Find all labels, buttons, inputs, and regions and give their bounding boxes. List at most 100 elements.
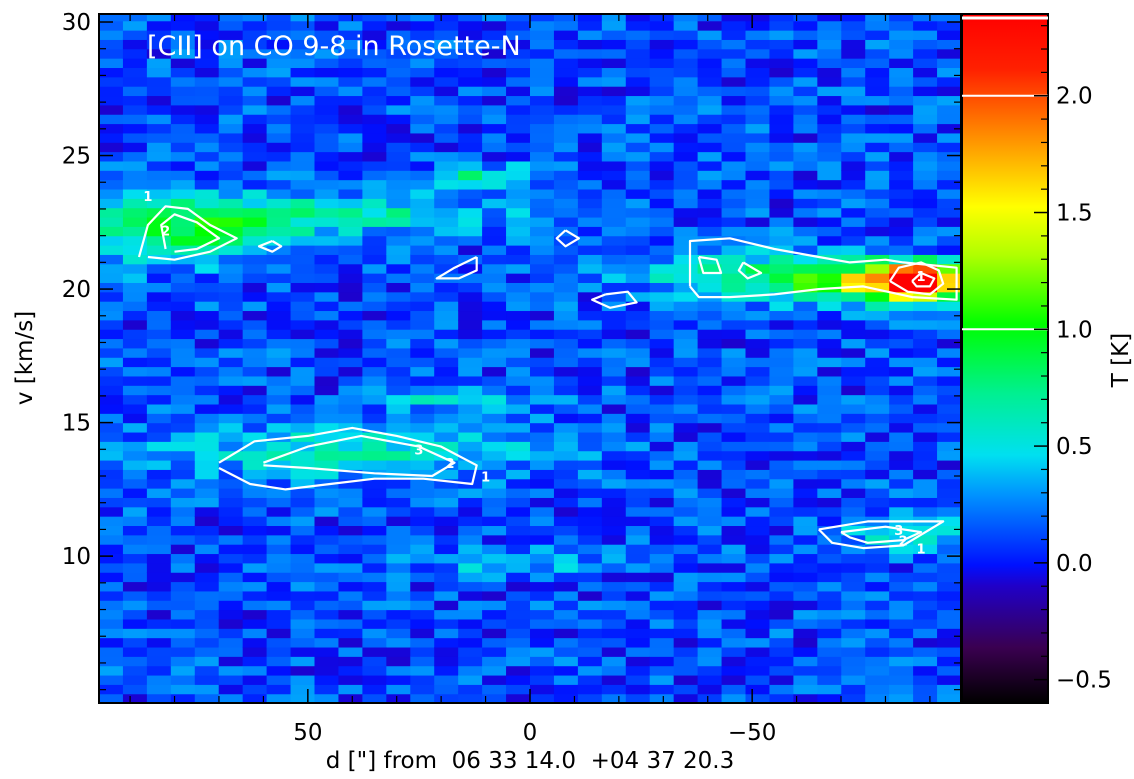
heatmap-cell <box>721 245 747 255</box>
heatmap-cell <box>482 665 507 676</box>
heatmap-cell <box>218 441 244 452</box>
heatmap-cell <box>530 347 555 358</box>
heatmap-cell <box>146 216 172 227</box>
heatmap-cell <box>721 459 747 470</box>
heatmap-cell <box>817 385 842 396</box>
heatmap-cell <box>194 151 220 162</box>
heatmap-cell <box>841 226 866 237</box>
heatmap-cell <box>99 198 124 209</box>
heatmap-cell <box>170 431 196 442</box>
heatmap-cell <box>553 375 579 386</box>
heatmap-cell <box>673 572 699 583</box>
heatmap-cell <box>146 114 172 125</box>
heatmap-cell <box>506 67 531 78</box>
heatmap-cell <box>386 151 411 162</box>
heatmap-cell <box>937 67 961 78</box>
heatmap-cell <box>434 86 459 97</box>
heatmap-cell <box>386 403 411 414</box>
heatmap-cell <box>386 618 411 629</box>
heatmap-cell <box>266 488 292 498</box>
heatmap-cell <box>290 104 316 115</box>
heatmap-cell <box>170 170 196 181</box>
heatmap-cell <box>865 534 890 545</box>
heatmap-cell <box>937 39 961 50</box>
heatmap-cell <box>482 67 507 78</box>
heatmap-cell <box>769 20 794 31</box>
heatmap-cell <box>649 684 675 695</box>
heatmap-cell <box>122 310 148 321</box>
heatmap-cell <box>242 665 268 676</box>
heatmap-cell <box>410 469 435 480</box>
heatmap-cell <box>99 590 124 601</box>
heatmap-cell <box>865 357 890 368</box>
heatmap-cell <box>530 114 555 125</box>
heatmap-cell <box>913 506 938 517</box>
heatmap-cell <box>601 319 627 330</box>
heatmap-cell <box>721 67 747 78</box>
heatmap-cell <box>146 646 172 657</box>
heatmap-cell <box>913 413 938 424</box>
heatmap-cell <box>649 385 675 396</box>
heatmap-cell <box>290 459 316 470</box>
heatmap-cell <box>913 273 938 283</box>
heatmap-cell <box>937 403 961 414</box>
heatmap-cell <box>530 160 555 171</box>
heatmap-cell <box>482 263 507 274</box>
heatmap-cell <box>266 450 292 461</box>
heatmap-cell <box>218 590 244 601</box>
heatmap-cell <box>218 151 244 162</box>
heatmap-cell <box>625 20 651 31</box>
heatmap-cell <box>194 357 220 368</box>
heatmap-cell <box>769 609 794 620</box>
contour-label: 2 <box>899 534 908 549</box>
heatmap-cell <box>889 30 914 40</box>
heatmap-cell <box>458 665 483 676</box>
heatmap-cell <box>889 488 914 498</box>
heatmap-cell <box>170 394 196 405</box>
heatmap-cell <box>601 76 627 87</box>
heatmap-cell <box>577 329 603 340</box>
heatmap-cell <box>266 618 292 629</box>
heatmap-cell <box>913 431 938 442</box>
heatmap-cell <box>99 179 124 190</box>
heatmap-cell <box>697 58 723 69</box>
heatmap-cell <box>673 684 699 695</box>
heatmap-cell <box>769 14 794 22</box>
heatmap-cell <box>601 160 627 171</box>
heatmap-cell <box>146 123 172 134</box>
heatmap-cell <box>697 39 723 50</box>
heatmap-cell <box>194 20 220 31</box>
heatmap-cell <box>841 123 866 134</box>
heatmap-cell <box>290 132 316 143</box>
heatmap-cell <box>553 104 579 115</box>
heatmap-cell <box>577 245 603 255</box>
heatmap-cell <box>601 693 627 703</box>
heatmap-cell <box>553 357 579 368</box>
heatmap-cell <box>338 245 363 255</box>
heatmap-cell <box>793 347 818 358</box>
heatmap-cell <box>673 338 699 349</box>
heatmap-cell <box>242 86 268 97</box>
heatmap-cell <box>386 216 411 227</box>
heatmap-cell <box>146 553 172 564</box>
heatmap-cell <box>889 319 914 330</box>
heatmap-cell <box>673 628 699 639</box>
colorbar-tick-label: 0.5 <box>1056 434 1093 460</box>
heatmap-cell <box>458 553 483 564</box>
heatmap-cell <box>697 422 723 433</box>
heatmap-cell <box>266 301 292 312</box>
heatmap-cell <box>410 375 435 386</box>
heatmap-cell <box>553 478 579 489</box>
heatmap-cell <box>290 310 316 321</box>
heatmap-cell <box>817 310 842 321</box>
heatmap-cell <box>601 684 627 695</box>
heatmap-cell <box>889 235 914 246</box>
heatmap-cell <box>482 385 507 396</box>
heatmap-cell <box>865 188 890 199</box>
heatmap-cell <box>482 375 507 386</box>
heatmap-cell <box>194 431 220 442</box>
heatmap-cell <box>577 469 603 480</box>
heatmap-cell <box>721 142 747 153</box>
heatmap-cell <box>314 67 340 78</box>
heatmap-cell <box>122 600 148 611</box>
